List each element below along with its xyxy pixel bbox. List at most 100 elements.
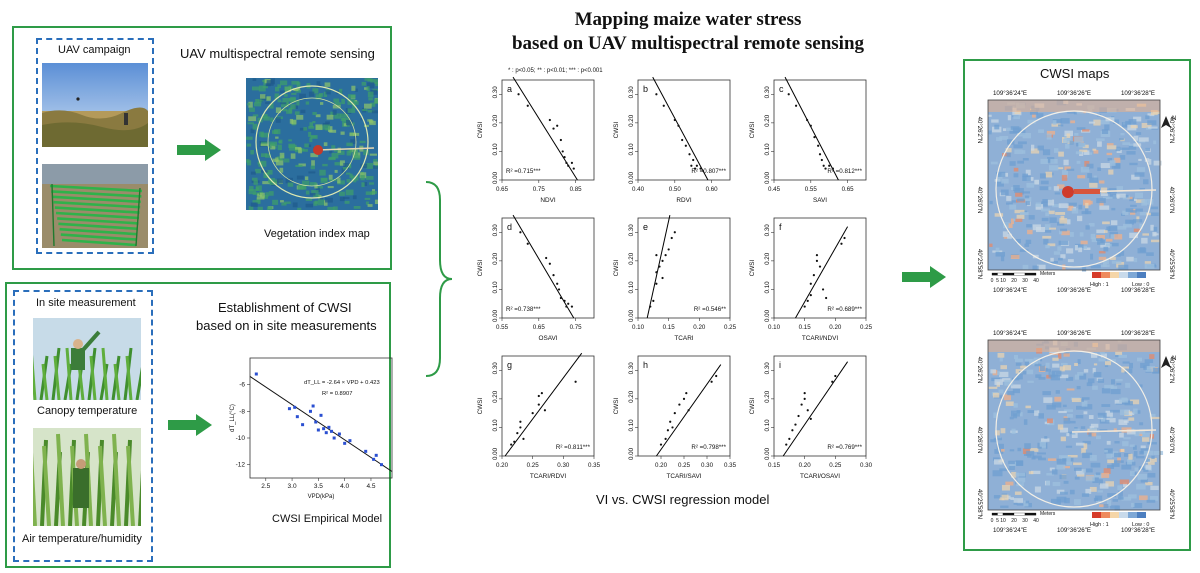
map-pixel-patch	[1047, 243, 1056, 247]
map-pixel-patch	[1153, 160, 1162, 166]
map-pixel-patch	[1125, 382, 1131, 388]
map-pixel-patch	[1105, 410, 1113, 417]
map-pixel-patch	[1110, 234, 1115, 239]
map-pixel-patch	[1063, 365, 1072, 371]
scale-segment	[991, 512, 998, 516]
map-pixel-patch	[1089, 454, 1097, 461]
map-pixel-patch	[1104, 361, 1112, 366]
y-axis-label: dT_LL(°C)	[230, 404, 236, 432]
data-point	[843, 236, 846, 240]
map-pixel-patch	[1128, 143, 1134, 146]
map-pixel-patch	[1066, 133, 1071, 138]
data-point	[343, 441, 347, 445]
cwsi-empirical-chart: 2.5 3.0 3.5 4.0 4.5 -6 -8 -10 -12 VPD(kPa) dT_LL(°…	[226, 354, 396, 504]
map-pixel-patch	[1077, 175, 1086, 179]
map-pixel-patch	[1035, 226, 1046, 233]
map-pixel-patch	[1107, 157, 1113, 161]
map-pixel-patch	[1088, 431, 1094, 437]
map-pixel-patch	[1012, 127, 1022, 133]
panel-letter: a	[507, 84, 512, 94]
uav-flight-path-photo	[42, 164, 148, 248]
map-pixel-patch	[1115, 146, 1121, 152]
x-tick-label: 0.40	[632, 186, 645, 193]
data-point	[809, 124, 812, 127]
panel-letter: d	[507, 222, 512, 232]
map-pixel-patch	[1149, 354, 1155, 360]
map-pixel-patch	[1128, 494, 1137, 499]
map-pixel-patch	[1058, 240, 1069, 245]
map-pixel-patch	[993, 412, 998, 418]
map-pixel-patch	[1056, 463, 1066, 470]
data-point	[319, 413, 323, 417]
map-pixel-patch	[1100, 416, 1106, 422]
y-axis-label: CWSI	[613, 397, 620, 414]
map-pixel-patch	[1093, 150, 1099, 154]
x-tick-label: 0.65	[842, 186, 855, 193]
map-pixel-patch	[1119, 155, 1126, 160]
map-pixel-patch	[1089, 428, 1097, 432]
map-pixel-patch	[1065, 143, 1070, 149]
map-pixel-patch	[1133, 143, 1142, 147]
y-tick-label: 0.10	[492, 281, 499, 294]
map-pixel-patch	[1006, 152, 1011, 158]
map-pixel-patch	[1099, 483, 1109, 489]
x-tick-label: 0.65	[533, 324, 546, 331]
data-point	[669, 420, 672, 423]
data-point	[803, 392, 806, 395]
scale-tick-label: 10	[1000, 278, 1006, 284]
scale-unit-label: Meters	[1040, 511, 1056, 517]
map-pixel-patch	[1031, 470, 1041, 475]
map-pixel-patch	[993, 437, 1002, 441]
map-pixel-patch	[1146, 212, 1152, 216]
y-tick-label: 0.00	[492, 309, 499, 322]
map-pixel-patch	[1030, 144, 1035, 151]
map-pixel-patch	[1022, 264, 1029, 270]
r2-label: R² =0.689***	[827, 306, 862, 313]
scale-tick-label: 5	[996, 278, 999, 284]
data-point	[785, 443, 788, 446]
panel-letter: b	[643, 84, 648, 94]
map-pixel-patch	[1115, 378, 1123, 382]
map-pixel-patch	[1105, 481, 1115, 487]
y-tick-label: -8	[239, 408, 245, 415]
x-tick-label: 0.75	[533, 186, 546, 193]
data-point	[301, 423, 305, 427]
map-pixel-patch	[1075, 442, 1085, 446]
data-point	[655, 93, 658, 96]
data-point	[337, 432, 341, 436]
data-point	[685, 392, 688, 395]
data-point	[673, 118, 676, 122]
canopy-temperature-photo	[33, 318, 141, 400]
map-pixel-patch	[1040, 180, 1049, 185]
map-pixel-patch	[1143, 365, 1147, 370]
data-point	[570, 161, 574, 164]
legend-swatch	[1137, 512, 1146, 518]
map-pixel-patch	[1105, 243, 1112, 247]
map-pixel-patch	[1141, 237, 1148, 244]
map-pixel-patch	[1052, 119, 1063, 123]
map-pixel-patch	[1008, 460, 1015, 465]
latitude-label-right: 40°25'58"N	[1168, 489, 1174, 519]
map-pixel-patch	[1079, 398, 1084, 402]
map-pixel-patch	[999, 135, 1009, 140]
map-pixel-patch	[1096, 229, 1105, 234]
map-pixel-patch	[1047, 199, 1055, 206]
plot-frame	[249, 357, 393, 479]
plot-frame	[501, 355, 595, 457]
map-pixel-patch	[1141, 122, 1152, 129]
y-tick-label: 0.10	[764, 143, 771, 156]
map-pixel-patch	[1125, 208, 1134, 212]
x-tick-label: 3.5	[314, 483, 323, 490]
scale-tick-label: 40	[1033, 518, 1039, 524]
map-pixel-patch	[1079, 149, 1088, 153]
data-point	[287, 407, 291, 411]
map-pixel-patch	[1083, 247, 1091, 250]
map-pixel-patch	[1082, 440, 1091, 445]
map-pixel-patch	[1145, 366, 1156, 372]
map-pixel-patch	[1020, 365, 1027, 369]
map-pixel-patch	[1045, 362, 1050, 368]
r2-label: R² =0.807***	[691, 168, 726, 175]
map-pixel-patch	[1086, 382, 1093, 387]
map-pixel-patch	[1133, 451, 1138, 457]
map-pixel-patch	[1069, 232, 1074, 237]
